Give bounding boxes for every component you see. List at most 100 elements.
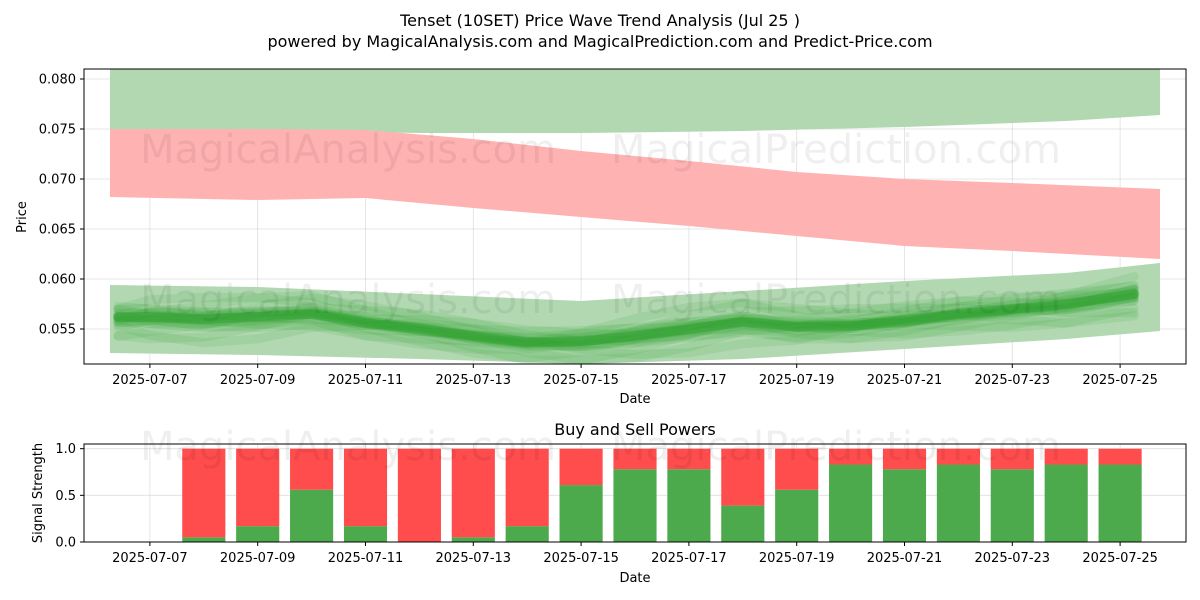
sell-bar-2025-07-18 (721, 448, 765, 506)
signal-axes-frame (83, 443, 1187, 543)
signal-y-ticks: 0.0 0.5 1.0 (55, 442, 84, 551)
signal-x-tick-label: 2025-07-13 (436, 551, 512, 566)
wave-line-5 (113, 286, 1139, 346)
buy-bar-2025-07-09 (236, 526, 280, 542)
sell-bar-2025-07-21 (882, 448, 927, 470)
signal-bars (182, 448, 1142, 542)
chart-title: Tenset (10SET) Price Wave Trend Analysis… (399, 11, 800, 30)
wave-line-6 (113, 292, 1139, 344)
wave-line-21 (113, 272, 1139, 348)
sell-bar-2025-07-09 (236, 448, 280, 527)
sell-bar-2025-07-23 (990, 448, 1034, 470)
signal-y-tick-label: 0.5 (55, 489, 76, 504)
signal-panel: Buy and Sell Powers MagicalAnalysis.com … (31, 420, 1187, 586)
price-x-tick-label: 2025-07-23 (975, 373, 1051, 388)
green-band-0 (110, 69, 1160, 133)
sell-bar-2025-07-10 (290, 448, 334, 490)
wave-line-12 (113, 290, 1139, 347)
wave-line-10 (113, 289, 1139, 349)
buy-bar-2025-07-15 (559, 485, 603, 542)
chart-subtitle: powered by MagicalAnalysis.com and Magic… (267, 32, 932, 51)
wave-line-0 (113, 301, 1139, 359)
signal-y-tick-label: 0.0 (55, 536, 76, 551)
signal-x-tick-label: 2025-07-09 (220, 551, 296, 566)
price-y-tick-label: 0.075 (39, 123, 76, 138)
wave-center-line (113, 289, 1140, 347)
price-y-axis-label: Price (15, 201, 30, 233)
price-x-ticks: 2025-07-07 2025-07-09 2025-07-11 2025-07-13… (112, 364, 1158, 388)
signal-x-axis-label: Date (619, 571, 650, 586)
watermark-prediction-mid: MagicalPrediction.com (611, 277, 1061, 323)
watermark-prediction-top: MagicalPrediction.com (611, 127, 1061, 173)
wave-line-9 (113, 292, 1139, 351)
wave-line-18 (113, 294, 1139, 346)
signal-x-tick-label: 2025-07-07 (112, 551, 188, 566)
buy-bar-2025-07-19 (775, 489, 819, 542)
price-axes-frame (83, 68, 1187, 365)
signal-x-tick-label: 2025-07-15 (543, 551, 619, 566)
price-x-tick-label: 2025-07-25 (1082, 373, 1158, 388)
signal-x-tick-label: 2025-07-11 (328, 551, 404, 566)
signal-x-ticks: 2025-07-07 2025-07-09 2025-07-11 2025-07-13… (112, 542, 1158, 566)
buy-bar-2025-07-17 (667, 469, 711, 542)
buy-bar-2025-07-20 (829, 464, 873, 542)
price-x-tick-label: 2025-07-21 (867, 373, 943, 388)
sell-bar-2025-07-13 (451, 448, 495, 538)
wave-line-4 (113, 285, 1139, 354)
price-y-tick-label: 0.080 (39, 73, 76, 88)
buy-bar-2025-07-18 (721, 505, 765, 542)
signal-y-tick-label: 1.0 (55, 442, 76, 457)
red-band-1 (110, 129, 1160, 259)
signal-y-axis-label: Signal Strength (31, 443, 46, 543)
wave-line-13 (113, 288, 1139, 348)
sell-bar-2025-07-22 (936, 448, 980, 465)
wave-line-17 (113, 287, 1139, 339)
sell-bar-2025-07-16 (613, 448, 657, 470)
signal-x-tick-label: 2025-07-17 (651, 551, 727, 566)
price-y-tick-label: 0.065 (39, 223, 76, 238)
price-y-ticks: 0.055 0.060 0.065 0.070 0.075 0.080 (39, 73, 84, 338)
sell-bar-2025-07-24 (1044, 448, 1088, 465)
price-x-tick-label: 2025-07-13 (436, 373, 512, 388)
buy-bar-2025-07-11 (343, 526, 388, 542)
price-y-tick-label: 0.060 (39, 273, 76, 288)
buy-bar-2025-07-13 (451, 537, 495, 542)
buy-bar-2025-07-21 (882, 469, 927, 542)
sell-bar-2025-07-25 (1098, 448, 1142, 465)
buy-bar-2025-07-24 (1044, 464, 1088, 542)
watermark-prediction-bottom: MagicalPrediction.com (611, 424, 1061, 470)
signal-panel-title: Buy and Sell Powers (554, 420, 716, 439)
sell-bar-2025-07-14 (505, 448, 549, 527)
price-x-tick-label: 2025-07-19 (759, 373, 835, 388)
price-wave (113, 272, 1140, 364)
buy-bar-2025-07-23 (990, 469, 1034, 542)
signal-x-tick-label: 2025-07-21 (867, 551, 943, 566)
wave-line-11 (113, 289, 1139, 347)
sell-bar-2025-07-20 (829, 448, 873, 465)
wave-line-14 (113, 284, 1139, 347)
price-y-tick-label: 0.070 (39, 173, 76, 188)
buy-bar-2025-07-22 (936, 464, 980, 542)
signal-x-tick-label: 2025-07-25 (1082, 551, 1158, 566)
sell-bar-2025-07-11 (343, 448, 388, 527)
buy-bar-2025-07-25 (1098, 464, 1142, 542)
wave-line-1 (113, 309, 1139, 364)
price-bands (110, 69, 1160, 364)
price-x-tick-label: 2025-07-07 (112, 373, 188, 388)
wave-line-3 (113, 292, 1139, 363)
price-x-tick-label: 2025-07-09 (220, 373, 296, 388)
sell-bar-2025-07-19 (775, 448, 819, 490)
buy-bar-2025-07-16 (613, 469, 657, 542)
price-x-tick-label: 2025-07-15 (543, 373, 619, 388)
price-y-tick-label: 0.055 (39, 323, 76, 338)
watermark-analysis-top: MagicalAnalysis.com (140, 127, 556, 173)
price-x-tick-label: 2025-07-11 (328, 373, 404, 388)
watermark-analysis-bottom: MagicalAnalysis.com (140, 424, 556, 470)
sell-bar-2025-07-15 (559, 448, 603, 486)
signal-x-tick-label: 2025-07-23 (975, 551, 1051, 566)
price-x-tick-label: 2025-07-17 (651, 373, 727, 388)
price-x-axis-label: Date (619, 392, 650, 407)
wave-line-2 (113, 303, 1139, 364)
buy-bar-2025-07-10 (290, 489, 334, 542)
